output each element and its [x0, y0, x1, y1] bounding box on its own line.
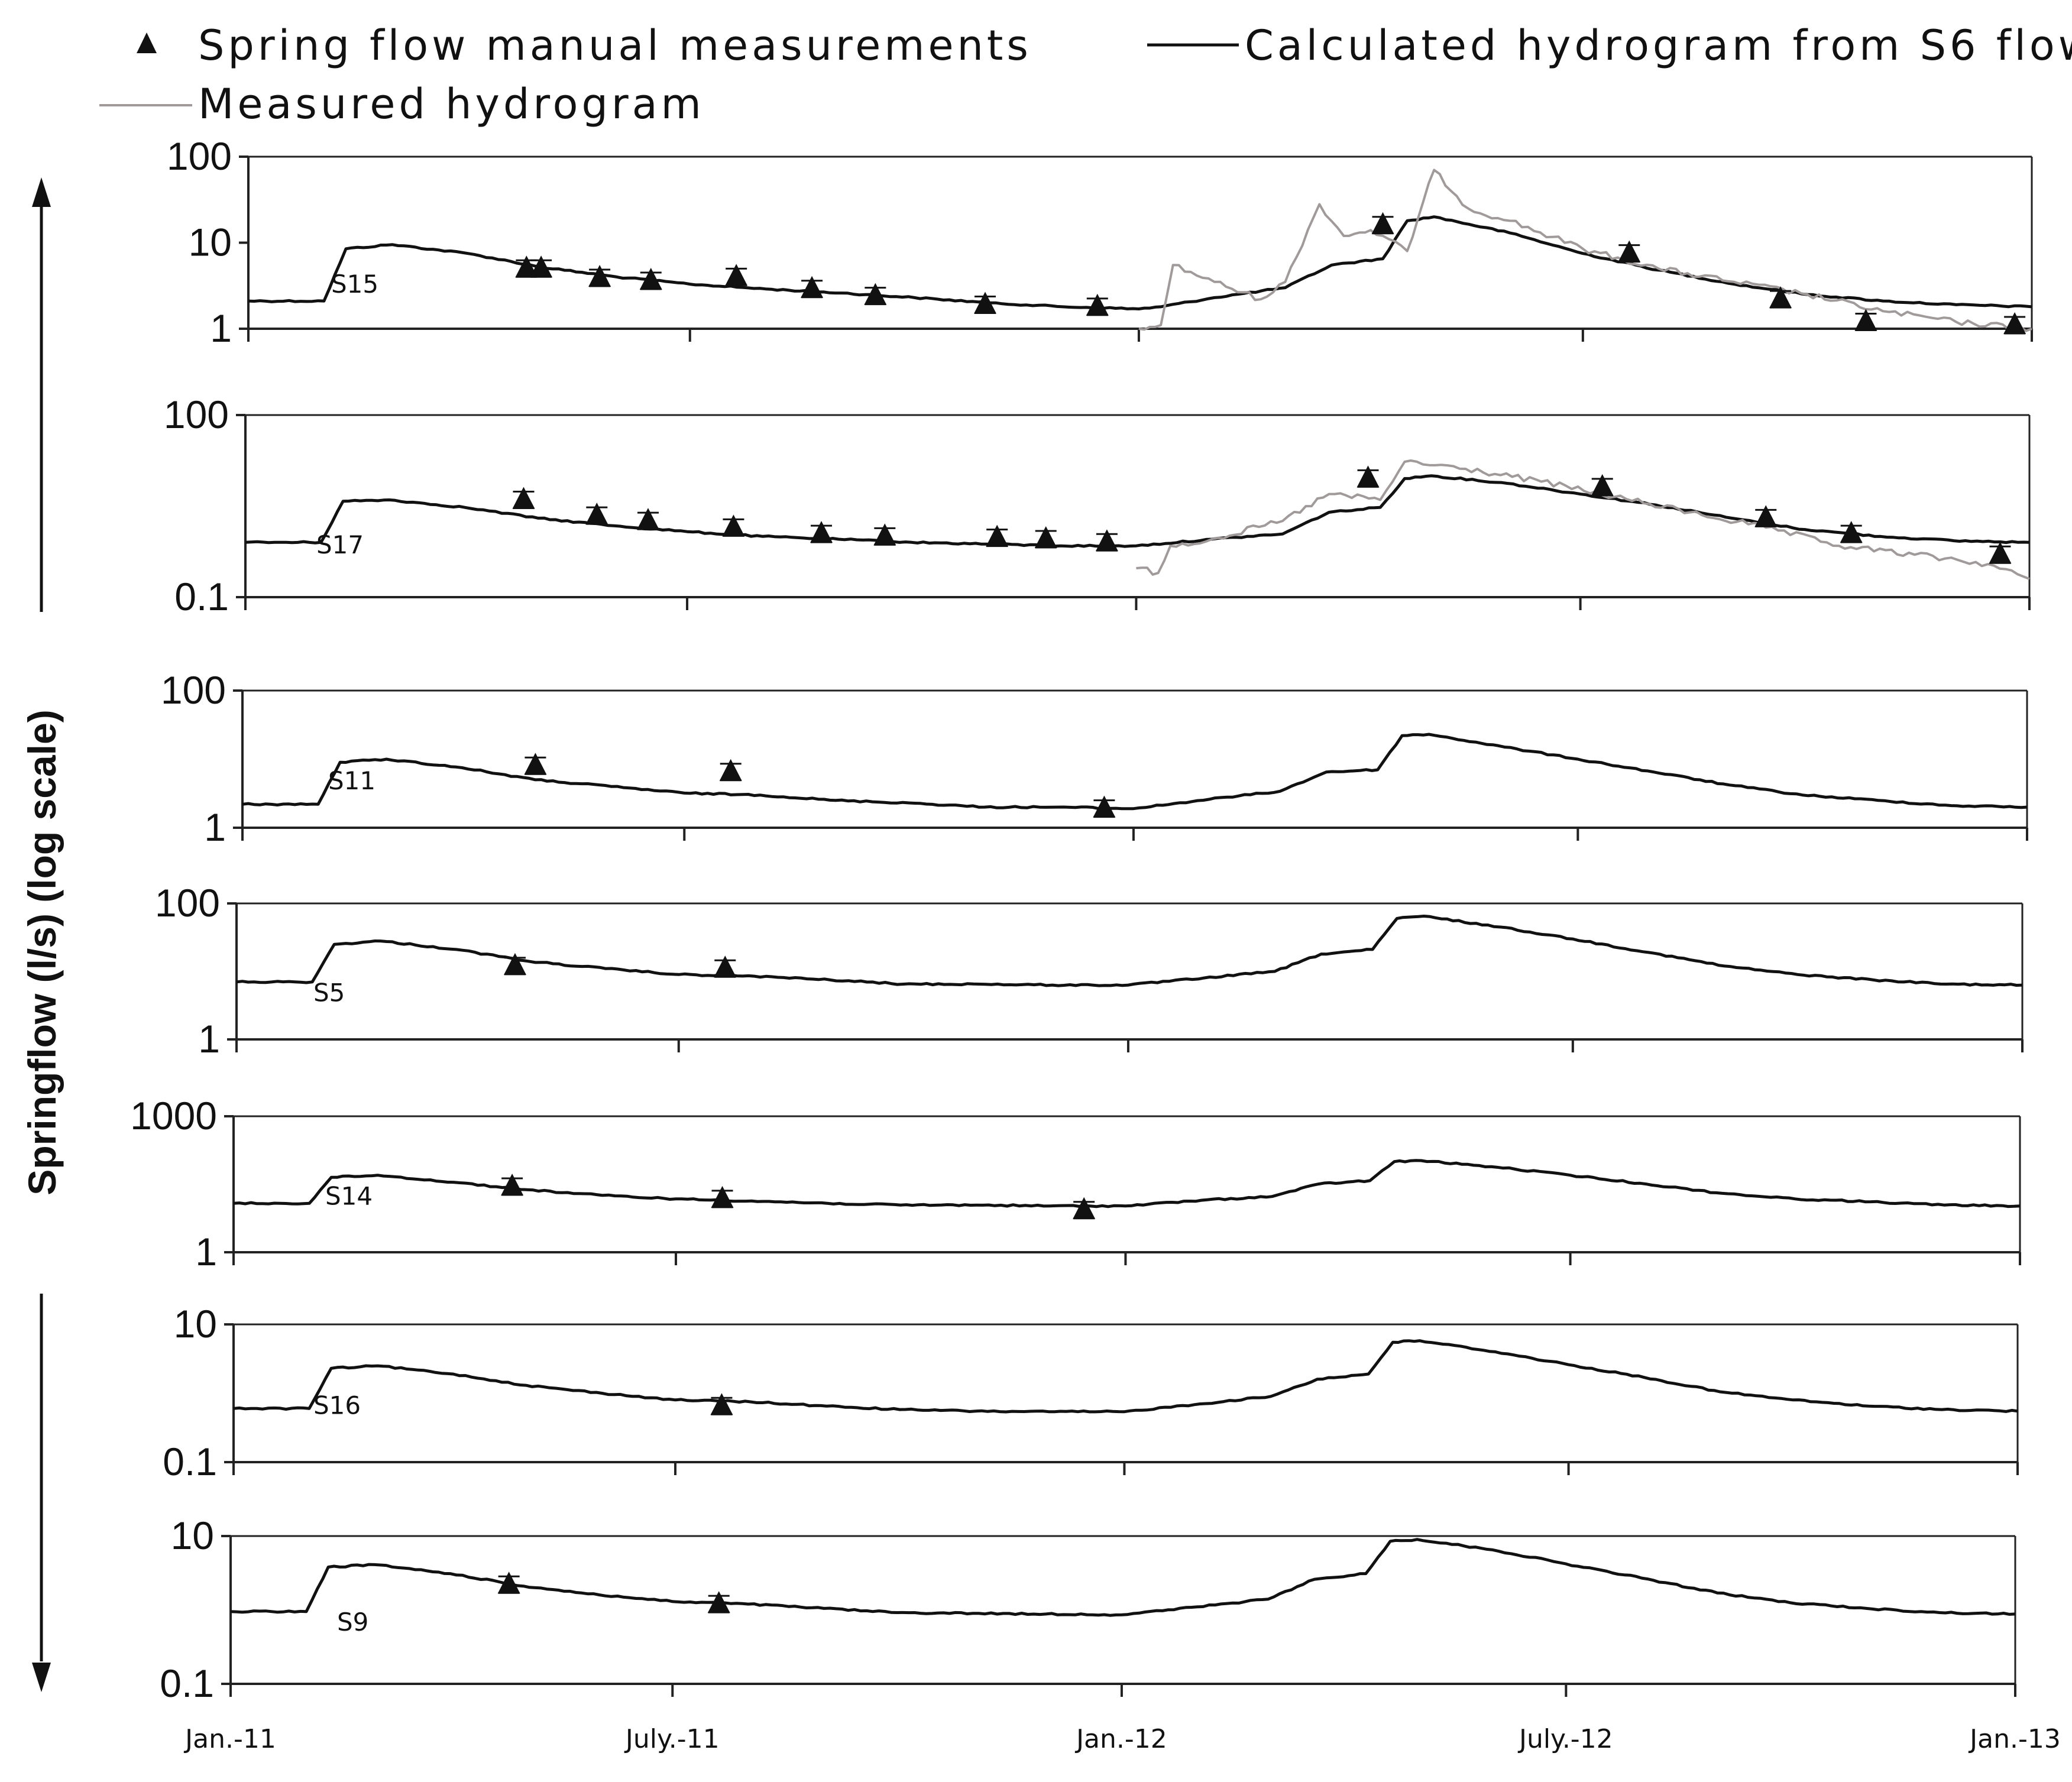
calculated-hydrogram-line: [242, 733, 2028, 811]
x-tick-label: July.-11: [624, 1724, 720, 1754]
y-arrow-up-head: [32, 177, 51, 207]
y-tick-label: 0.1: [163, 1440, 217, 1483]
manual-measurement-marker: [1840, 521, 1863, 543]
manual-measurement-marker: [1034, 526, 1057, 549]
legend-manual-label: Spring flow manual measurements: [198, 21, 1032, 70]
panel-label: S17: [316, 530, 364, 559]
calculated-hydrogram-line: [233, 1159, 2021, 1208]
y-arrow-down-head: [32, 1663, 51, 1692]
y-tick-label: 100: [155, 881, 220, 925]
manual-measurement-marker: [1754, 505, 1778, 527]
manual-measurement-marker: [974, 291, 997, 314]
calculated-hydrogram-line: [230, 1538, 2016, 1617]
panels: 1 10 100 S15 0.1 100 S17 1 100 S11 1 100 S5 1 1000 S14 0…: [130, 134, 2033, 1705]
y-axis-title-group: Springflow (l/s) (log scale): [20, 177, 64, 1692]
panel-label: S15: [331, 270, 378, 299]
panel-label: S5: [313, 979, 345, 1007]
y-tick-label: 1: [195, 1230, 217, 1274]
panel-label: S14: [325, 1182, 373, 1211]
panel-label: S11: [328, 766, 375, 795]
manual-measurement-marker: [722, 514, 745, 537]
manual-measurement-marker: [986, 524, 1009, 547]
manual-measurement-marker: [810, 521, 833, 543]
calculated-hydrogram-line: [233, 1339, 2018, 1414]
panel-s11: 1 100 S11: [161, 668, 2028, 849]
panel-s15: 1 10 100 S15: [167, 134, 2033, 350]
legend: Spring flow manual measurements Calculat…: [99, 21, 2072, 128]
manual-measurement-marker: [1618, 240, 1641, 263]
manual-measurement-marker: [1095, 529, 1118, 552]
legend-calculated-label: Calculated hydrogram from S6 flow: [1245, 21, 2072, 70]
panel-s9: 0.1 10 S9: [160, 1514, 2016, 1705]
legend-measured-label: Measured hydrogram: [198, 80, 705, 128]
y-tick-label: 10: [189, 221, 232, 264]
manual-measurement-marker: [714, 955, 737, 978]
y-tick-label: 1: [210, 306, 232, 350]
y-tick-label: 100: [164, 393, 229, 436]
x-tick-label: Jan.-12: [1074, 1724, 1167, 1754]
y-tick-label: 10: [174, 1302, 217, 1346]
manual-measurement-marker: [1086, 293, 1109, 316]
panel-s14: 1 1000 S14: [130, 1094, 2021, 1274]
manual-measurement-marker: [1371, 212, 1394, 234]
y-tick-label: 0.1: [160, 1661, 214, 1705]
panel-label: S9: [337, 1608, 368, 1637]
manual-measurement-marker: [515, 255, 538, 278]
manual-measurement-marker: [1989, 542, 2012, 564]
manual-measurement-marker: [530, 255, 553, 278]
y-tick-label: 0.1: [174, 575, 229, 618]
legend-marker-triangle: [137, 33, 157, 53]
calculated-hydrogram-line: [236, 915, 2023, 987]
calculated-hydrogram-line: [245, 474, 2030, 548]
manual-measurement-marker: [710, 1393, 733, 1415]
manual-measurement-marker: [711, 1185, 734, 1208]
manual-measurement-marker: [512, 487, 535, 509]
manual-measurement-marker: [639, 268, 662, 290]
manual-measurement-marker: [873, 523, 896, 546]
x-tick-label: Jan.-11: [183, 1724, 276, 1754]
manual-measurement-marker: [503, 952, 526, 975]
y-tick-label: 100: [161, 668, 226, 712]
manual-measurement-marker: [524, 753, 547, 775]
manual-measurement-marker: [1356, 465, 1380, 488]
panel-label: S16: [313, 1391, 361, 1420]
y-tick-label: 1000: [130, 1094, 217, 1138]
manual-measurement-marker: [864, 283, 887, 305]
manual-measurement-marker: [588, 265, 611, 287]
manual-measurement-marker: [2003, 312, 2026, 334]
measured-hydrogram-line: [1136, 459, 2030, 580]
manual-measurement-marker: [801, 276, 824, 298]
manual-measurement-marker: [636, 508, 659, 530]
manual-measurement-marker: [1591, 474, 1614, 496]
panel-s5: 1 100 S5: [155, 881, 2024, 1061]
manual-measurement-marker: [585, 503, 608, 525]
manual-measurement-marker: [1854, 309, 1877, 331]
manual-measurement-marker: [707, 1591, 730, 1613]
y-axis-label: Springflow (l/s) (log scale): [20, 709, 64, 1195]
x-tick-label: Jan.-13: [1968, 1724, 2061, 1754]
y-tick-label: 100: [167, 134, 232, 178]
manual-measurement-marker: [497, 1572, 520, 1594]
x-tick-label: July.-12: [1517, 1724, 1613, 1754]
panel-s16: 0.1 10 S16: [163, 1302, 2019, 1483]
y-tick-label: 1: [204, 805, 226, 849]
manual-measurement-marker: [1769, 286, 1792, 309]
manual-measurement-marker: [1093, 795, 1116, 818]
y-tick-label: 10: [171, 1514, 214, 1557]
manual-measurement-marker: [1073, 1197, 1096, 1219]
manual-measurement-marker: [501, 1174, 524, 1196]
manual-measurement-marker: [725, 264, 748, 286]
calculated-hydrogram-line: [248, 215, 2032, 310]
manual-measurement-marker: [719, 759, 742, 781]
measured-hydrogram-line: [1138, 169, 2032, 332]
y-tick-label: 1: [198, 1017, 220, 1061]
x-axis-labels: Jan.-11 July.-11 Jan.-12 July.-12 Jan.-13: [183, 1724, 2061, 1754]
panel-s17: 0.1 100 S17: [164, 393, 2031, 618]
